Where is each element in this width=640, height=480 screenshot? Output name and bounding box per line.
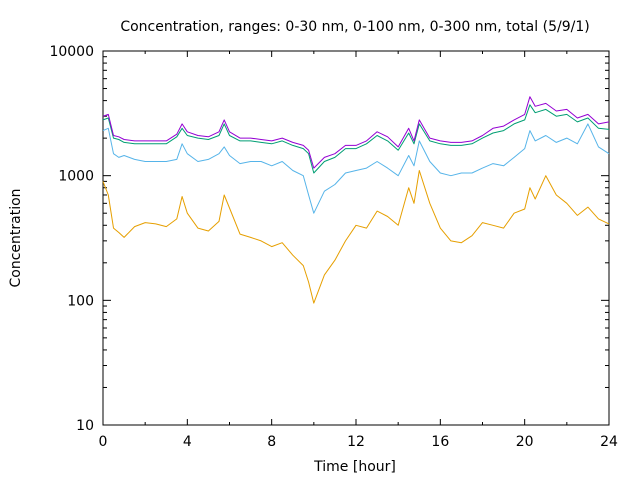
y-tick-label: 10000 (49, 44, 94, 60)
x-axis-label: Time [hour] (313, 459, 396, 475)
x-tick-label: 24 (600, 434, 618, 450)
chart-title: Concentration, ranges: 0-30 nm, 0-100 nm… (120, 19, 589, 35)
series-line-3 (102, 104, 610, 174)
x-tick-label: 20 (516, 434, 534, 450)
x-tick-label: 16 (431, 434, 449, 450)
y-tick-label: 1000 (58, 169, 94, 185)
series-line-2 (102, 123, 610, 214)
x-tick-label: 4 (183, 434, 192, 450)
x-tick-label: 12 (347, 434, 365, 450)
y-axis-label: Concentration (8, 188, 24, 287)
y-axis-ticks: 10 100 1000 10000 (49, 44, 609, 434)
x-tick-label: 8 (267, 434, 276, 450)
series-line-1 (102, 170, 610, 304)
x-axis-ticks: 0 4 8 12 16 20 24 (99, 51, 618, 450)
y-tick-label: 100 (67, 293, 94, 309)
x-tick-label: 0 (99, 434, 108, 450)
y-tick-label: 10 (76, 418, 94, 434)
series-line-4 (102, 96, 610, 169)
plot-frame (102, 50, 610, 426)
series-layer (102, 96, 610, 304)
